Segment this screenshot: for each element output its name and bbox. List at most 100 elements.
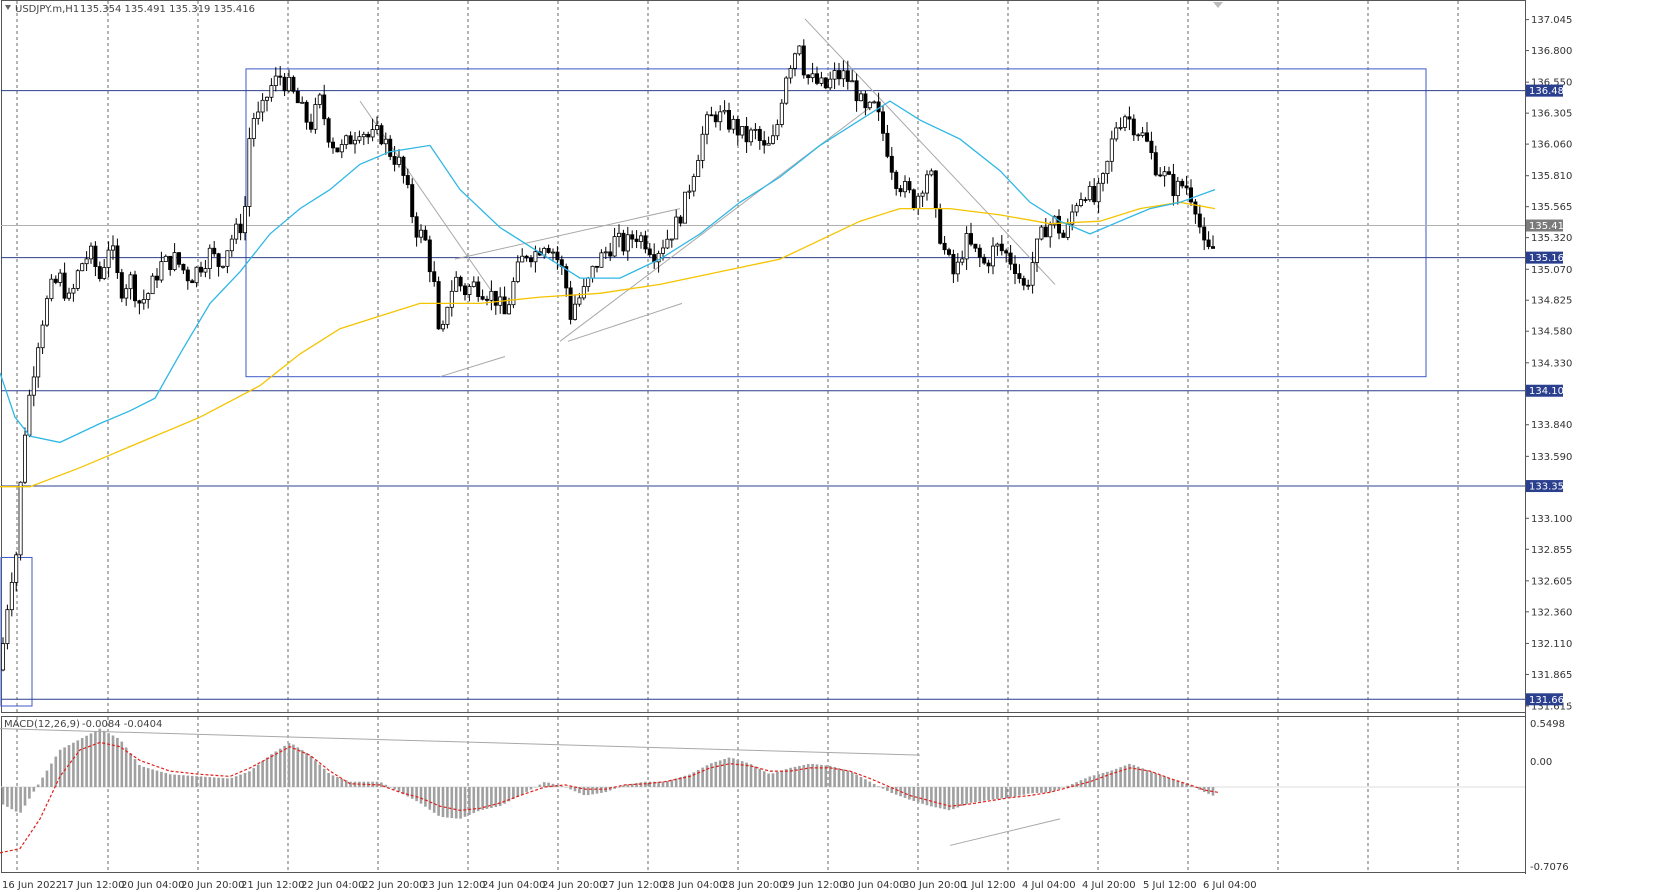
macd-bar-158	[696, 769, 700, 788]
macd-bar-28	[124, 747, 128, 788]
horizontal-levels[interactable]	[1, 90, 1525, 700]
macd-bar-135	[595, 787, 599, 794]
time-tick-18: 4 Jul 20:00	[1082, 880, 1136, 891]
time-tick-4: 21 Jun 12:00	[241, 880, 305, 891]
macd-bar-202	[890, 787, 894, 794]
candle-body-175	[771, 135, 776, 144]
grid-lines	[16, 1, 1459, 872]
candle-body-40	[176, 252, 181, 265]
candle-body-117	[515, 261, 520, 282]
trendlines[interactable]	[359, 18, 1056, 378]
candle-body-184	[810, 73, 815, 79]
macd-bar-78	[344, 780, 348, 788]
candle-body-259	[1140, 132, 1145, 136]
macd-bar-208	[916, 787, 920, 803]
macd-bar-117	[516, 787, 520, 797]
candle-body-49	[216, 253, 221, 267]
candle-body-215	[947, 249, 952, 255]
candle-body-272	[1197, 213, 1202, 228]
macd-bar-3	[14, 787, 18, 812]
time-tick-8: 24 Jun 04:00	[482, 880, 546, 891]
macd-bar-231	[1018, 787, 1021, 796]
candle-body-258	[1136, 134, 1141, 137]
macd-bar-216	[952, 787, 955, 810]
candle-body-59	[260, 99, 265, 113]
macd-bar-67	[296, 747, 300, 788]
time-tick-7: 23 Jun 12:00	[422, 880, 486, 891]
macd-bar-205	[903, 787, 907, 798]
macd-bar-269	[1185, 783, 1188, 788]
candle-body-58	[256, 111, 261, 119]
macd-bar-72	[318, 764, 322, 788]
candle-body-53	[234, 223, 239, 240]
macd-indicator	[0, 728, 1525, 854]
time-tick-19: 5 Jul 12:00	[1143, 880, 1197, 891]
candle-body-230	[1013, 263, 1018, 274]
time-tick-10: 27 Jun 12:00	[602, 880, 666, 891]
macd-bar-257	[1132, 765, 1136, 788]
macd-bar-233	[1026, 787, 1030, 794]
macd-bar-170	[749, 764, 753, 788]
candle-body-75	[330, 141, 335, 149]
macd-bar-114	[503, 787, 506, 804]
candle-body-180	[793, 53, 798, 69]
macd-bar-100	[441, 787, 445, 818]
level-tag-3: 133.355	[1529, 482, 1570, 493]
trendline-2	[567, 302, 683, 342]
macd-bar-162	[714, 761, 718, 788]
candle-body-1	[5, 609, 10, 645]
candle-body-183	[806, 74, 811, 79]
price-tick-7: 135.320	[1531, 233, 1572, 244]
price-tick-12: 133.840	[1531, 420, 1572, 431]
ma-slow-line	[0, 201, 1216, 488]
symbol-dropdown-icon[interactable]	[5, 5, 11, 10]
scroll-marker-icon[interactable]	[1213, 2, 1223, 8]
candle-body-161	[709, 114, 714, 117]
price-tick-5: 135.810	[1531, 171, 1572, 182]
macd-bar-244	[1075, 782, 1078, 788]
candle-body-275	[1211, 246, 1216, 249]
candle-body-22	[97, 266, 102, 279]
candle-body-108	[476, 281, 481, 297]
candle-body-208	[916, 195, 921, 209]
macd-bar-111	[490, 787, 493, 808]
macd-bar-104	[459, 787, 462, 819]
macd-bar-215	[947, 787, 951, 811]
macd-bar-172	[758, 768, 762, 788]
candle-body-89	[392, 156, 397, 165]
macd-bar-243	[1070, 783, 1074, 788]
macd-bar-272	[1198, 787, 1202, 790]
time-tick-2: 20 Jun 04:00	[121, 880, 185, 891]
macd-bar-37	[164, 773, 168, 788]
candle-body-229	[1008, 252, 1013, 265]
candle-body-106	[467, 286, 472, 296]
candle-body-131	[577, 297, 582, 305]
price-tick-20: 131.615	[1531, 702, 1572, 713]
level-tag-bg-1	[1526, 251, 1563, 264]
candle-body-162	[713, 114, 718, 123]
macd-bar-250	[1101, 772, 1105, 788]
candle-body-128	[564, 266, 569, 289]
candle-body-103	[454, 276, 459, 292]
macd-bar-224	[987, 787, 990, 801]
candle-body-28	[124, 288, 129, 299]
candle-body-191	[841, 70, 846, 80]
macd-bar-121	[534, 787, 537, 788]
macd-bar-61	[270, 754, 273, 788]
price-tick-8: 135.070	[1531, 265, 1572, 276]
candle-body-219	[964, 233, 969, 260]
macd-bar-122	[538, 784, 542, 788]
macd-bar-94	[415, 787, 418, 802]
macd-bar-252	[1110, 770, 1114, 788]
candle-body-268	[1180, 180, 1185, 187]
macd-bar-267	[1176, 781, 1180, 788]
candle-body-194	[854, 80, 859, 102]
macd-bar-271	[1194, 787, 1197, 788]
candle-body-238	[1048, 224, 1053, 238]
macd-bar-106	[468, 787, 471, 815]
macd-bar-266	[1172, 779, 1175, 788]
candle-body-97	[427, 239, 432, 273]
trendline-0	[439, 355, 506, 378]
candle-body-235	[1035, 238, 1040, 263]
